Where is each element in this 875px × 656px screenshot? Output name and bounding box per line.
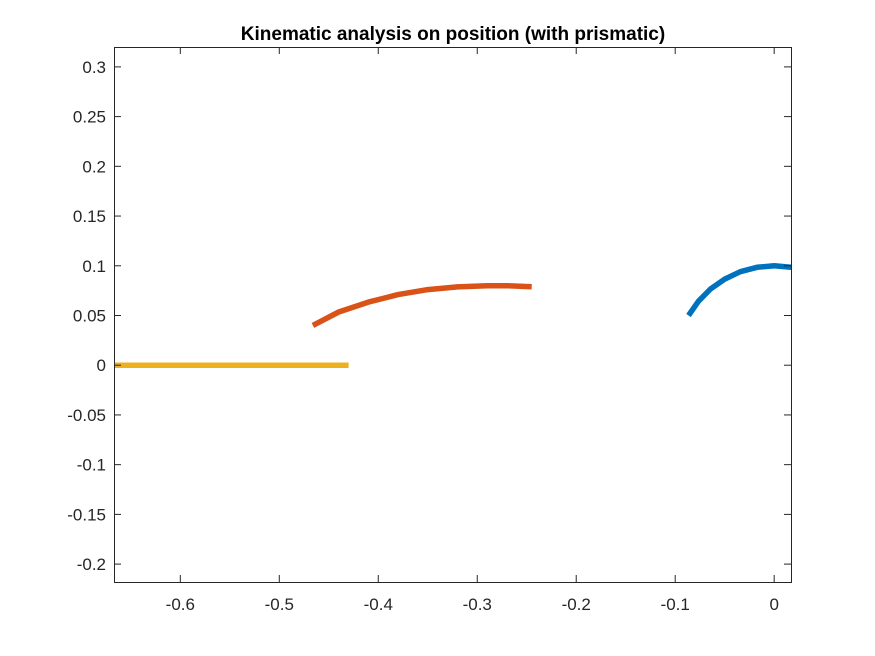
y-tick-label: -0.1 [77,456,106,475]
x-axis-ticks: -0.6 -0.5 -0.4 -0.3 -0.2 -0.1 0 [166,47,779,614]
y-tick-label: 0.15 [73,207,106,226]
x-tick-label: 0 [769,595,778,614]
chart-title: Kinematic analysis on position (with pri… [241,24,665,45]
y-tick-label: 0.25 [73,108,106,127]
y-tick-label: 0.1 [82,257,106,276]
y-tick-label: 0.3 [82,58,106,77]
plot-area [114,47,791,582]
y-axis-ticks: -0.2 -0.15 -0.1 -0.05 0 0.05 0.1 0.15 0.2 0.25 0.3 [67,58,791,574]
x-tick-label: -0.4 [364,595,393,614]
series-layer [114,263,791,368]
series-line-1 [686,263,791,318]
y-tick-label: -0.2 [77,555,106,574]
y-tick-label: -0.15 [67,505,106,524]
y-tick-label: 0.05 [73,306,106,325]
y-tick-label: 0.2 [82,157,106,176]
x-tick-label: -0.6 [166,595,195,614]
y-tick-label: -0.05 [67,406,106,425]
series-line-2 [311,282,532,328]
x-tick-label: -0.2 [562,595,591,614]
x-tick-label: -0.1 [661,595,690,614]
x-tick-label: -0.3 [463,595,492,614]
x-tick-label: -0.5 [265,595,294,614]
y-tick-label: 0 [97,356,106,375]
